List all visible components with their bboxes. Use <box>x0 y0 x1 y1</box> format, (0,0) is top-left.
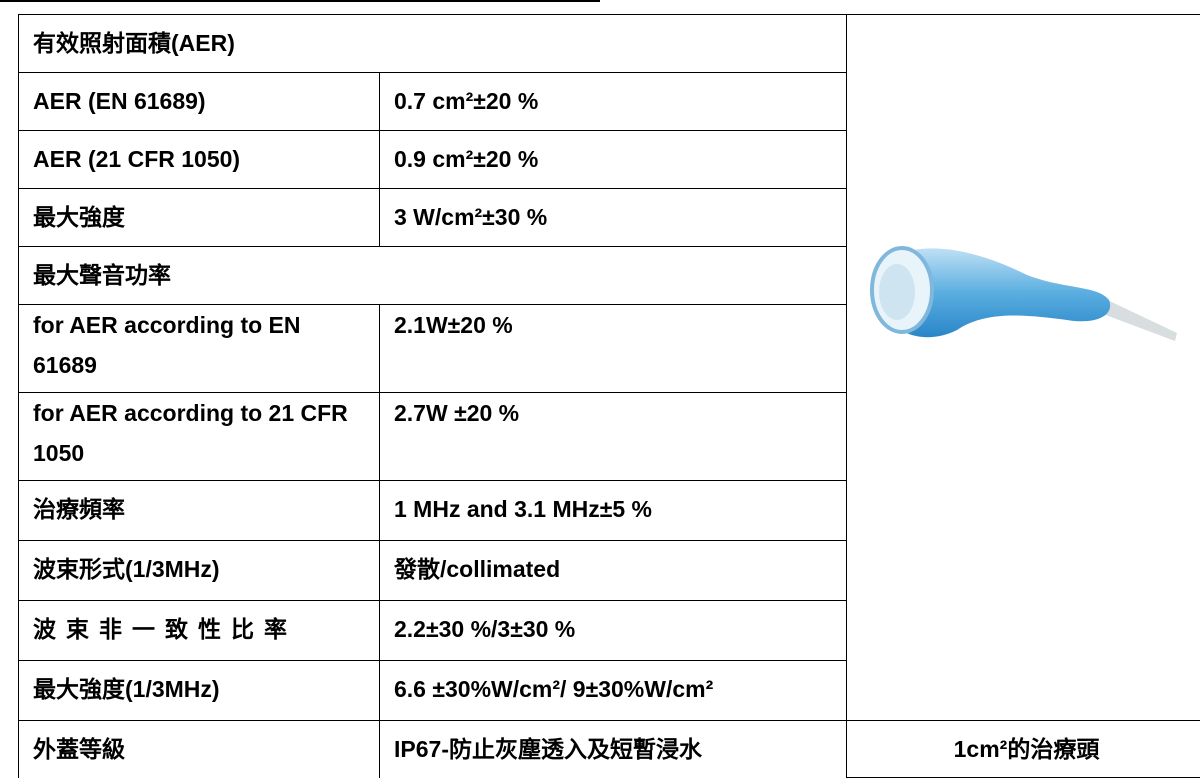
label-cell: AER (EN 61689) <box>18 72 380 131</box>
label-cell: for AER according to 21 CFR 1050 <box>18 392 380 481</box>
value-cell: 2.7W ±20 % <box>379 392 847 481</box>
image-cell <box>846 14 1200 721</box>
value-cell: 0.9 cm²±20 % <box>379 130 847 189</box>
label-cell: 最大強度 <box>18 188 380 247</box>
value-cell: 2.2±30 %/3±30 % <box>379 600 847 661</box>
label-cell: 波束形式(1/3MHz) <box>18 540 380 601</box>
value-cell: 3 W/cm²±30 % <box>379 188 847 247</box>
value-cell: 0.7 cm²±20 % <box>379 72 847 131</box>
label-cell: 有效照射面積(AER) <box>18 14 847 73</box>
label-cell: 最大聲音功率 <box>18 246 847 305</box>
label-cell: 治療頻率 <box>18 480 380 541</box>
label-cell: 最大強度(1/3MHz) <box>18 660 380 721</box>
value-cell: 6.6 ±30%W/cm²/ 9±30%W/cm² <box>379 660 847 721</box>
probe-image <box>870 246 1177 341</box>
value-cell: IP67-防止灰塵透入及短暫浸水 <box>379 720 847 778</box>
label-cell: 波束非一致性比率 <box>18 600 380 661</box>
label-cell: AER (21 CFR 1050) <box>18 130 380 189</box>
value-cell: 發散/collimated <box>379 540 847 601</box>
title-underline <box>0 0 600 2</box>
label-cell: for AER according to EN 61689 <box>18 304 380 393</box>
image-caption: 1cm²的治療頭 <box>846 720 1200 778</box>
label-cell: 外蓋等級 <box>18 720 380 778</box>
value-cell: 1 MHz and 3.1 MHz±5 % <box>379 480 847 541</box>
value-cell: 2.1W±20 % <box>379 304 847 393</box>
